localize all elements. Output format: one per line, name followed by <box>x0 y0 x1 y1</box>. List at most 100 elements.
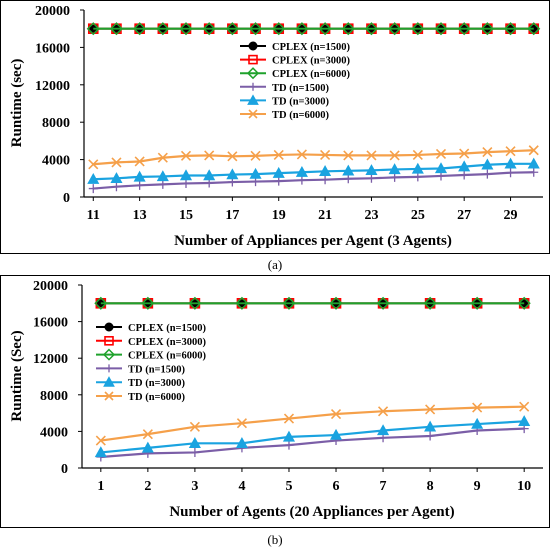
data-point <box>225 22 239 36</box>
x-tick-label: 11 <box>87 208 100 223</box>
data-point <box>470 296 484 310</box>
y-tick-label: 12000 <box>33 352 68 367</box>
x-tick-label: 8 <box>427 479 434 494</box>
legend-label: CPLEX (n=3000) <box>272 56 351 67</box>
legend-label: CPLEX (n=1500) <box>272 42 351 53</box>
data-point <box>424 420 437 432</box>
data-point <box>179 169 193 181</box>
x-tick-label: 6 <box>333 479 340 494</box>
data-point <box>377 424 390 436</box>
data-point <box>274 176 284 186</box>
x-tick-label: 21 <box>318 208 332 223</box>
data-point <box>519 401 530 412</box>
data-point <box>248 22 263 36</box>
plot-area-b: 0 4000 8000 12000 16000 20000 1 2 3 4 5 6 7 8 9 10 <box>33 279 531 494</box>
data-point <box>341 22 355 36</box>
data-point <box>94 296 108 310</box>
data-point <box>320 149 331 160</box>
data-point <box>134 156 145 167</box>
legend-item: CPLEX (n=6000) <box>96 348 207 362</box>
data-point <box>458 160 471 172</box>
panel-a-caption: (a) <box>268 257 282 272</box>
legend-marker <box>246 67 260 80</box>
y-axis-title-a: Runtime (sec) <box>9 59 25 148</box>
data-point <box>342 164 355 176</box>
data-point <box>111 157 122 168</box>
data-point <box>518 415 531 427</box>
data-point <box>88 159 99 170</box>
data-point <box>87 173 100 184</box>
data-point <box>190 447 200 457</box>
data-point <box>295 22 309 36</box>
data-point <box>482 147 493 158</box>
legend-label: CPLEX (n=3000) <box>128 337 207 348</box>
series-markers <box>87 157 540 184</box>
x-tick-label: 25 <box>411 208 425 223</box>
legend-marker <box>248 54 258 65</box>
data-point <box>505 146 516 157</box>
y-tick-label: 0 <box>63 191 70 206</box>
data-point <box>204 150 215 161</box>
data-point <box>86 22 100 36</box>
data-point <box>284 440 294 450</box>
data-point <box>390 172 400 182</box>
series-markers <box>94 296 531 310</box>
data-point <box>503 22 518 36</box>
data-point <box>133 170 146 182</box>
data-point <box>412 149 423 160</box>
data-point <box>506 168 516 178</box>
data-point <box>188 437 201 448</box>
data-point <box>273 149 284 160</box>
legend-marker <box>247 94 259 105</box>
series-line-td-n-3000- <box>93 162 534 181</box>
data-point <box>249 167 262 179</box>
x-tick-label: 15 <box>179 208 193 223</box>
y-tick-label: 4000 <box>42 154 70 169</box>
data-point <box>329 428 343 440</box>
panel-b-caption: (b) <box>267 532 282 547</box>
legend-item: CPLEX (n=3000) <box>96 335 207 348</box>
x-tick-label: 1 <box>97 479 104 494</box>
data-point <box>141 441 154 453</box>
data-point <box>364 22 379 36</box>
legend-marker <box>105 364 113 373</box>
data-point <box>411 22 425 36</box>
data-point <box>142 429 153 440</box>
data-point <box>282 296 296 310</box>
series-line-td-n-6000- <box>100 405 525 442</box>
legend-label: CPLEX (n=6000) <box>128 351 207 362</box>
legend-label: TD (n=3000) <box>272 96 330 107</box>
series-markers <box>88 167 539 194</box>
data-point <box>504 157 517 169</box>
legend-item: TD (n=3000) <box>96 376 186 389</box>
data-point <box>133 22 147 36</box>
data-point <box>202 22 216 36</box>
data-point <box>343 174 353 184</box>
legend-marker <box>104 322 114 332</box>
data-point <box>296 149 307 160</box>
legend-item: CPLEX (n=1500) <box>240 41 351 53</box>
legend-marker <box>102 348 116 361</box>
series-line-td-n-3000- <box>100 420 525 454</box>
data-point <box>227 151 238 162</box>
x-tick-label: 27 <box>457 208 471 223</box>
data-point <box>329 296 343 310</box>
series-markers <box>86 22 541 36</box>
y-tick-label: 20000 <box>33 279 68 294</box>
data-point <box>434 22 448 36</box>
data-point <box>459 148 470 159</box>
data-point <box>297 175 307 185</box>
data-point <box>471 417 484 429</box>
data-point <box>527 157 540 169</box>
y-tick-label: 4000 <box>40 425 68 440</box>
data-point <box>94 446 107 458</box>
y-tick-label: 16000 <box>35 41 70 56</box>
data-point <box>158 179 168 189</box>
x-tick-label: 29 <box>504 208 518 223</box>
panel-b-frame <box>0 275 550 528</box>
x-tick-label: 13 <box>133 208 147 223</box>
legend-marker <box>104 391 114 401</box>
data-point <box>459 170 469 180</box>
data-point <box>282 430 296 442</box>
